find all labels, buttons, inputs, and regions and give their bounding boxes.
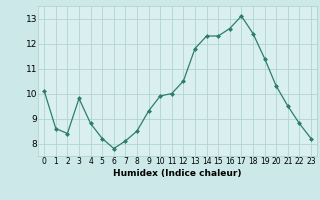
X-axis label: Humidex (Indice chaleur): Humidex (Indice chaleur) [113, 169, 242, 178]
